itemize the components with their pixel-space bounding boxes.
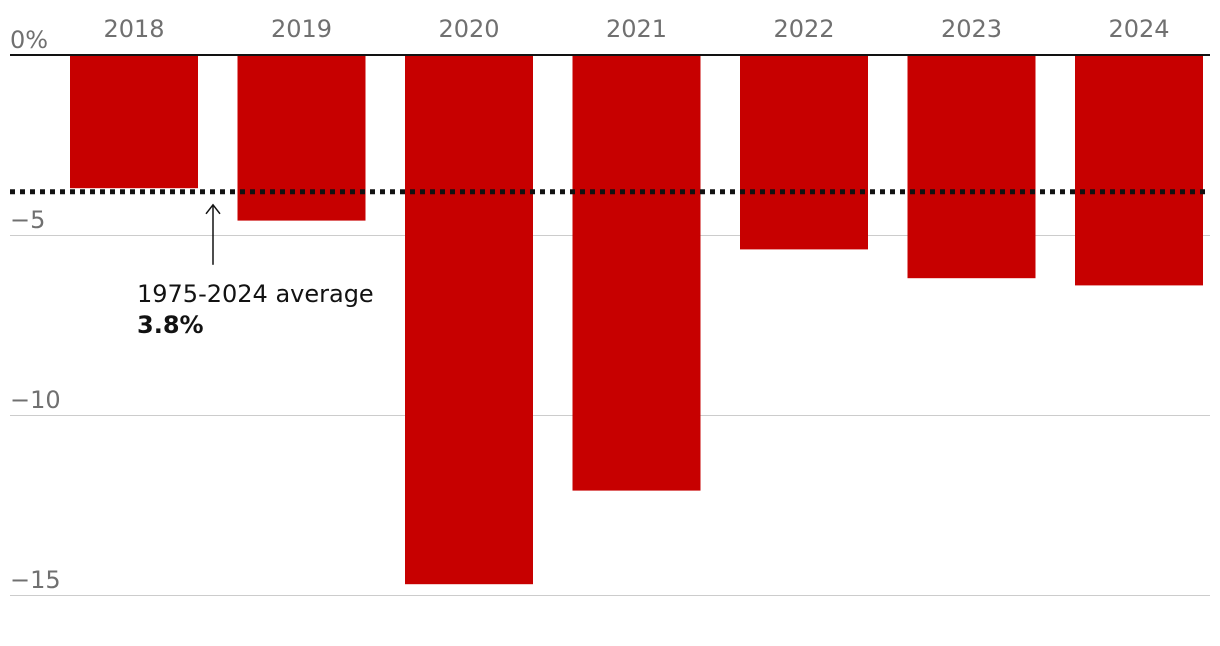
x-tick-label: 2018: [103, 15, 164, 43]
y-tick-label: −10: [10, 386, 61, 414]
annotation-arrow-head: [205, 203, 221, 215]
average-label: 1975-2024 average: [137, 280, 374, 308]
y-tick-label: −15: [10, 566, 61, 594]
tick-labels: 0% −5 −10 −15 2018 2019 2020 2021 2022 2023 2024: [10, 15, 1170, 594]
y-tick-label: −5: [10, 206, 45, 234]
bar: [405, 55, 533, 585]
average-value: 3.8%: [137, 311, 204, 339]
bars: [70, 55, 1203, 585]
x-tick-label: 2019: [271, 15, 332, 43]
x-tick-label: 2024: [1108, 15, 1169, 43]
x-tick-label: 2021: [606, 15, 667, 43]
bar: [907, 55, 1036, 279]
average-reference: 1975-2024 average 3.8%: [10, 189, 1210, 339]
bar: [1075, 55, 1203, 286]
bar: [740, 55, 868, 250]
x-tick-label: 2023: [941, 15, 1002, 43]
x-tick-label: 2020: [438, 15, 499, 43]
bar: [572, 55, 701, 491]
bar: [70, 55, 198, 189]
x-tick-label: 2022: [773, 15, 834, 43]
bar: [237, 55, 366, 221]
y-tick-label: 0%: [10, 26, 48, 54]
